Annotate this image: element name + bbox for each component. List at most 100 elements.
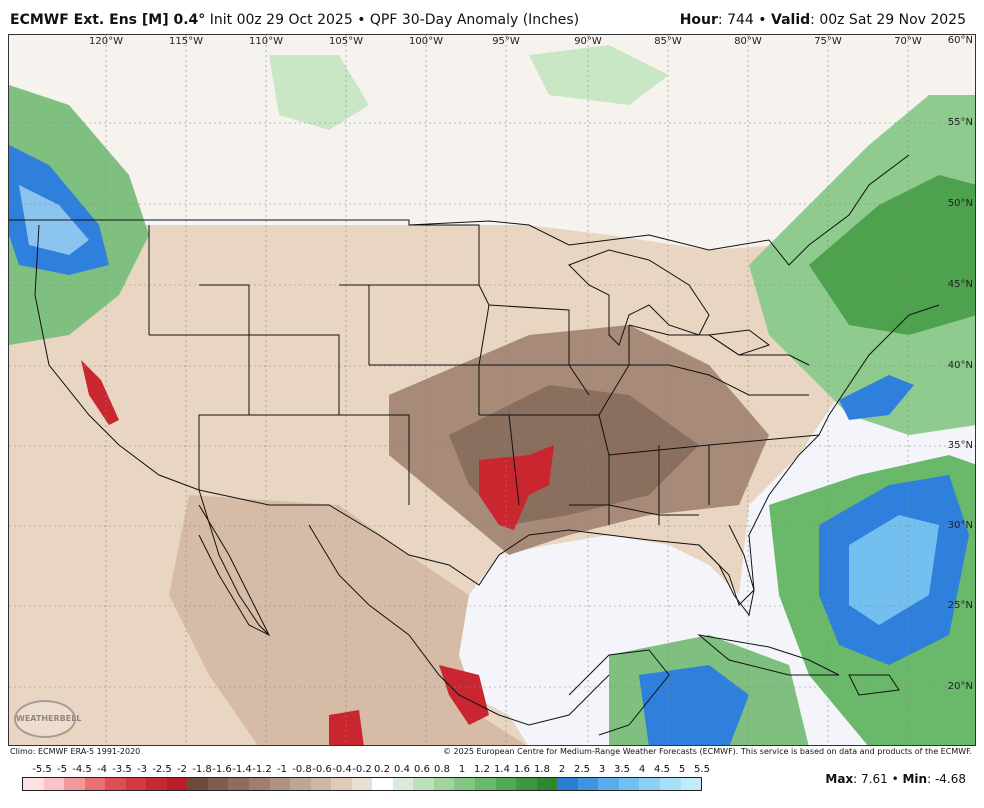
lat-label-40n: 40°N: [947, 360, 973, 371]
colorbar-label: 0.6: [414, 764, 430, 775]
colorbar-label: -4: [97, 764, 107, 775]
colorbar-swatch: [557, 778, 578, 790]
colorbar-swatch: [618, 778, 640, 790]
colorbar-label: 5.5: [694, 764, 710, 775]
florida: [698, 524, 755, 617]
yucatan: [568, 649, 670, 736]
colorbar-label: -1: [277, 764, 287, 775]
colorbar-swatch: [351, 778, 373, 790]
map-canvas: [9, 35, 975, 745]
wet-atlantic-lightblue: [849, 515, 939, 625]
max-value: 7.61: [861, 772, 888, 786]
colorbar-swatch: [207, 778, 229, 790]
great-lakes: [568, 249, 771, 356]
colorbar-label: 1: [458, 764, 466, 775]
colorbar-swatch: [43, 778, 65, 790]
lat-label-55n: 55°N: [947, 117, 973, 128]
colorbar-swatch: [125, 778, 147, 790]
colorbar-swatch: [659, 778, 681, 790]
colorbar-swatch: [454, 778, 476, 790]
product-name: QPF 30-Day Anomaly (Inches): [369, 12, 580, 28]
colorbar-swatch: [495, 778, 517, 790]
colorbar-label: -1.8: [192, 764, 212, 775]
lon-label-70w: 70°W: [894, 36, 922, 47]
colorbar-label: -1.2: [252, 764, 272, 775]
colorbar-swatch: [598, 778, 619, 790]
red-patch-texas: [479, 445, 554, 530]
weatherbell-logo: WEATHERBELL: [14, 700, 81, 738]
anomaly-map: 120°W 115°W 110°W 105°W 100°W 95°W 90°W …: [8, 34, 976, 746]
valid-label: Valid: [771, 12, 811, 28]
colorbar-label: -4.5: [72, 764, 92, 775]
colorbar-swatch: [228, 778, 250, 790]
min-value: -4.68: [934, 772, 966, 786]
colorbar-label: -3: [137, 764, 147, 775]
colorbar-swatch: [146, 778, 167, 790]
colorbar-swatch: [249, 778, 270, 790]
colorbar-label: 0.8: [434, 764, 450, 775]
colorbar-swatch: [269, 778, 291, 790]
colorbar-label: 4: [638, 764, 646, 775]
colorbar-swatch: [577, 778, 599, 790]
wet-canada-prairie: [269, 55, 369, 130]
colorbar-label: -1.4: [232, 764, 252, 775]
lon-label-85w: 85°W: [654, 36, 682, 47]
colorbar-label: -5.5: [32, 764, 52, 775]
map-title: ECMWF Ext. Ens [M] 0.4° Init 00z 29 Oct …: [10, 12, 579, 28]
lon-label-75w: 75°W: [814, 36, 842, 47]
colorbar-label: -5: [57, 764, 67, 775]
colorbar-swatch: [516, 778, 537, 790]
colorbar-swatch: [64, 778, 85, 790]
model-name: ECMWF Ext. Ens [M] 0.4°: [10, 12, 206, 28]
valid-separator: •: [758, 12, 767, 28]
red-patch-mexico-a: [439, 665, 489, 725]
lon-label-90w: 90°W: [574, 36, 602, 47]
colorbar-swatch: [475, 778, 496, 790]
cuba: [697, 634, 840, 676]
colorbar-label: -0.6: [312, 764, 332, 775]
lat-label-45n: 45°N: [947, 279, 973, 290]
colorbar-labels: -5.5 -5 -4.5 -4 -3.5 -3 -2.5 -2 -1.8 -1.6 -1.4 -1.2…: [22, 764, 710, 776]
lon-label-100w: 100°W: [409, 36, 443, 47]
colorbar-swatch: [105, 778, 126, 790]
colorbar-swatch: [680, 778, 702, 790]
climo-note: Climo: ECMWF ERA-5 1991-2020: [10, 747, 141, 756]
lon-label-115w: 115°W: [169, 36, 203, 47]
colorbar-label: 1.2: [474, 764, 490, 775]
colorbar-label: 3: [598, 764, 606, 775]
colorbar-label: -2: [177, 764, 187, 775]
colorbar-label: 2.5: [574, 764, 590, 775]
colorbar-swatch: [187, 778, 208, 790]
wet-hudson: [529, 45, 669, 105]
hour-value: 744: [727, 12, 754, 28]
conus-outline: [34, 224, 940, 606]
colorbar-swatch: [392, 778, 414, 790]
colorbar-label: 1.4: [494, 764, 510, 775]
colorbar-swatch: [639, 778, 660, 790]
colorbar-swatch: [536, 778, 558, 790]
colorbar-label: -1.6: [212, 764, 232, 775]
lat-label-35n: 35°N: [947, 440, 973, 451]
wet-caribbean-blue: [639, 665, 749, 745]
colorbar-label: 2: [558, 764, 566, 775]
max-label: Max: [825, 772, 854, 786]
red-patch-mexico-b: [329, 710, 364, 745]
colorbar-swatch: [23, 778, 44, 790]
colorbar-swatch: [413, 778, 434, 790]
valid-time-readout: Hour: 744 • Valid: 00z Sat 29 Nov 2025: [679, 12, 966, 28]
colorbar-swatch: [433, 778, 455, 790]
min-label: Min: [902, 772, 928, 786]
colorbar-swatch: [372, 778, 393, 790]
colorbar-swatch: [166, 778, 188, 790]
credits-bar: Climo: ECMWF ERA-5 1991-2020 © 2025 Euro…: [8, 746, 976, 758]
colorbar-label: 3.5: [614, 764, 630, 775]
lat-label-20n: 20°N: [947, 681, 973, 692]
colorbar-label: 0.4: [394, 764, 410, 775]
colorbar-label: 4.5: [654, 764, 670, 775]
colorbar-swatch: [84, 778, 106, 790]
title-separator: •: [357, 12, 366, 28]
lat-label-25n: 25°N: [947, 600, 973, 611]
lon-label-110w: 110°W: [249, 36, 283, 47]
land-canada: [9, 35, 975, 250]
stats-separator: •: [891, 772, 899, 786]
